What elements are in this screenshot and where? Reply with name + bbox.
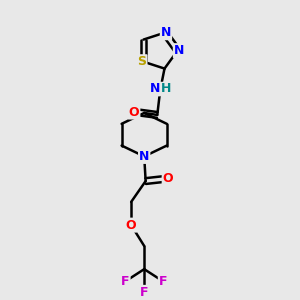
Text: N: N [174,44,184,57]
Text: N: N [139,150,149,163]
Text: O: O [129,106,140,118]
Text: F: F [159,275,167,288]
Text: O: O [126,219,136,232]
Text: N: N [161,26,171,39]
Text: F: F [121,275,130,288]
Text: N: N [150,82,160,95]
Text: O: O [163,172,173,185]
Text: F: F [140,286,148,299]
Text: H: H [161,82,172,95]
Text: S: S [137,55,146,68]
